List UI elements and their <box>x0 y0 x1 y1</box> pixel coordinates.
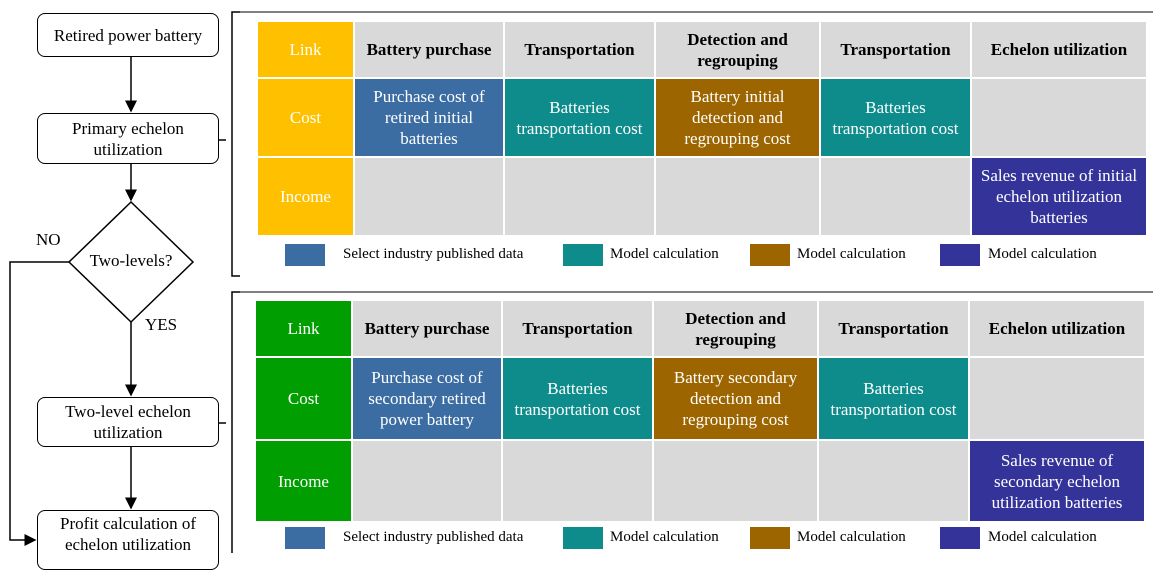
cost-cell: Purchase cost of secondary retired power… <box>353 358 501 439</box>
legend-swatch <box>940 527 980 549</box>
no-arrow <box>9 261 69 546</box>
cost-cell: Battery initial detection and regrouping… <box>656 79 819 156</box>
legend-swatch <box>285 244 325 266</box>
row-label: Cost <box>258 79 353 156</box>
empty-cell <box>503 441 652 521</box>
column-header: Detection and regrouping <box>656 22 819 77</box>
no-label: NO <box>36 230 61 249</box>
row-label: Link <box>258 22 353 77</box>
legend-label: Model calculation <box>610 246 719 262</box>
column-header: Transportation <box>821 22 970 77</box>
node: Retired power battery <box>37 13 219 57</box>
legend-swatch <box>940 244 980 266</box>
row-label: Income <box>256 441 351 521</box>
yes-label: YES <box>145 315 178 334</box>
column-header: Battery purchase <box>355 22 503 77</box>
node: Two-level echelon utilization <box>37 397 219 447</box>
bracket <box>231 291 240 553</box>
empty-cell <box>656 158 819 235</box>
column-header: Battery purchase <box>353 301 501 356</box>
column-header: Detection and regrouping <box>654 301 817 356</box>
legend-label: Model calculation <box>797 246 906 262</box>
empty-cell <box>970 358 1144 439</box>
income-cell: Sales revenue of secondary echelon utili… <box>970 441 1144 521</box>
empty-cell <box>972 79 1146 156</box>
page: Retired power battery Primary echelon ut… <box>9 11 1153 570</box>
row-label: Income <box>258 158 353 235</box>
empty-cell <box>821 158 970 235</box>
empty-cell <box>353 441 501 521</box>
legend-label: Select industry published data <box>343 246 524 262</box>
bracket <box>231 11 240 277</box>
legend-label: Model calculation <box>988 529 1097 545</box>
legend-label: Select industry published data <box>343 529 524 545</box>
empty-cell <box>505 158 654 235</box>
legend-swatch <box>750 527 790 549</box>
decision-label: Two-levels? <box>89 251 173 270</box>
empty-cell <box>654 441 817 521</box>
legend-label: Model calculation <box>610 529 719 545</box>
legend-swatch <box>750 244 790 266</box>
empty-cell <box>819 441 968 521</box>
cost-cell: Purchase cost of retired initial batteri… <box>355 79 503 156</box>
column-header: Transportation <box>819 301 968 356</box>
legend-label: Model calculation <box>797 529 906 545</box>
row-label: Cost <box>256 358 351 439</box>
legend-swatch <box>563 244 603 266</box>
column-header: Transportation <box>505 22 654 77</box>
cost-cell: Batteries transportation cost <box>821 79 970 156</box>
column-header: Echelon utilization <box>970 301 1144 356</box>
income-cell: Sales revenue of initial echelon utiliza… <box>972 158 1146 235</box>
cost-cell: Batteries transportation cost <box>819 358 968 439</box>
connectors <box>9 11 1153 553</box>
empty-cell <box>355 158 503 235</box>
row-label: Link <box>256 301 351 356</box>
node: Primary echelon utilization <box>37 113 219 164</box>
legend-swatch <box>563 527 603 549</box>
cost-cell: Batteries transportation cost <box>505 79 654 156</box>
legend-label: Model calculation <box>988 246 1097 262</box>
cost-cell: Battery secondary detection and regroupi… <box>654 358 817 439</box>
column-header: Echelon utilization <box>972 22 1146 77</box>
column-header: Transportation <box>503 301 652 356</box>
legend-swatch <box>285 527 325 549</box>
node: Profit calculation of echelon utilizatio… <box>37 510 219 570</box>
cost-cell: Batteries transportation cost <box>503 358 652 439</box>
